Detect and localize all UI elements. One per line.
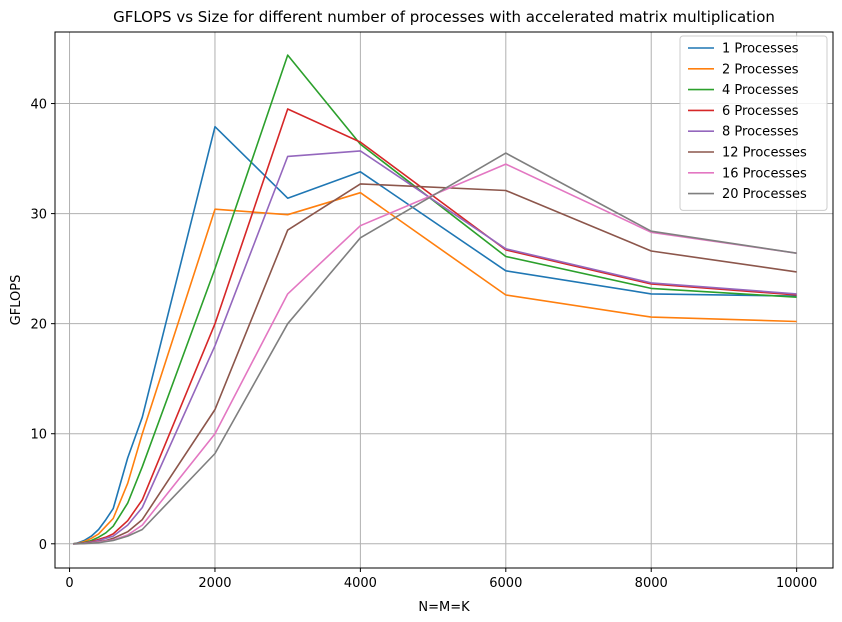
- series-lines: [73, 54, 797, 545]
- legend-label: 4 Processes: [722, 83, 799, 98]
- legend-label: 20 Processes: [722, 187, 807, 202]
- y-tick-label: 10: [30, 428, 47, 443]
- y-tick-label: 0: [39, 538, 47, 553]
- x-axis-title: N=M=K: [418, 600, 470, 615]
- series-line-7: [73, 163, 797, 545]
- plot-frame: [54, 31, 834, 569]
- legend-label: 8 Processes: [722, 125, 799, 140]
- legend-label: 6 Processes: [722, 104, 799, 119]
- series-line-2: [73, 191, 797, 545]
- legend-label: 16 Processes: [722, 166, 807, 181]
- y-tick-label: 30: [30, 208, 47, 223]
- y-tick-label: 20: [30, 318, 47, 333]
- x-tick-label: 8000: [635, 576, 668, 591]
- legend-label: 12 Processes: [722, 146, 807, 161]
- y-tick-label: 40: [30, 98, 47, 113]
- chart-title: GFLOPS vs Size for different number of p…: [113, 8, 775, 26]
- x-tick-label: 0: [65, 576, 73, 591]
- series-line-1: [73, 125, 797, 545]
- legend: 1 Processes 2 Processes 4 Processes 6 Proce…: [679, 35, 828, 211]
- x-tick-label: 6000: [489, 576, 522, 591]
- y-axis-ticks: 0 10 20 30 40: [30, 98, 55, 553]
- legend-label: 2 Processes: [722, 62, 799, 77]
- x-tick-label: 10000: [776, 576, 817, 591]
- series-line-8: [73, 152, 797, 545]
- x-tick-label: 2000: [198, 576, 231, 591]
- legend-box: [679, 35, 828, 211]
- legend-label: 1 Processes: [722, 42, 799, 57]
- y-axis-title: GFLOPS: [9, 275, 24, 326]
- x-axis-ticks: 0 2000 4000 6000 8000 10000: [65, 568, 817, 591]
- x-tick-label: 4000: [344, 576, 377, 591]
